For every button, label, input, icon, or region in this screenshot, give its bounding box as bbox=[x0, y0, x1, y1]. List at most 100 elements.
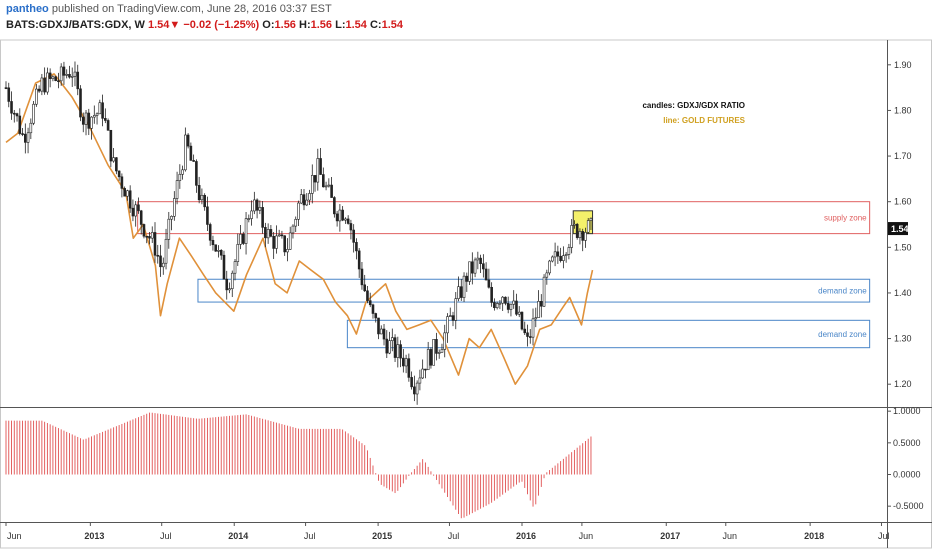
candle bbox=[548, 259, 551, 276]
candle bbox=[192, 154, 195, 162]
candle-body bbox=[377, 317, 380, 335]
candle bbox=[374, 312, 378, 323]
candle bbox=[493, 298, 496, 311]
candle bbox=[534, 307, 538, 328]
candle bbox=[589, 217, 593, 230]
candles-layer bbox=[4, 61, 593, 405]
candle-body bbox=[368, 300, 372, 306]
candle bbox=[424, 368, 427, 379]
candle bbox=[344, 217, 347, 224]
candle-body bbox=[81, 116, 85, 125]
candle bbox=[109, 129, 113, 168]
candle-body bbox=[396, 344, 400, 358]
candle-body bbox=[357, 250, 361, 270]
candle bbox=[241, 231, 245, 246]
candle-body bbox=[12, 112, 16, 115]
candle-body bbox=[534, 317, 538, 320]
candle-body bbox=[526, 332, 529, 337]
candle bbox=[586, 218, 590, 234]
candle bbox=[366, 286, 369, 304]
price-tick-label: 1.70 bbox=[894, 151, 912, 161]
candle bbox=[18, 108, 22, 136]
candle bbox=[410, 371, 413, 390]
candle-body bbox=[562, 255, 565, 261]
candle bbox=[115, 157, 118, 175]
candle-body bbox=[197, 185, 201, 201]
candle bbox=[404, 354, 408, 374]
candle bbox=[393, 334, 397, 362]
candle bbox=[153, 222, 157, 263]
candle-body bbox=[167, 218, 171, 240]
candle-body bbox=[51, 76, 55, 79]
candle-body bbox=[109, 129, 113, 162]
candle-body bbox=[161, 262, 165, 268]
candle bbox=[308, 189, 311, 206]
candle bbox=[76, 64, 80, 96]
candle bbox=[87, 108, 91, 136]
candle bbox=[15, 112, 19, 122]
ohlc-high-label: H: bbox=[299, 19, 311, 31]
time-tick-label: Jun bbox=[7, 531, 22, 541]
candle-body bbox=[493, 302, 496, 309]
candle-body bbox=[95, 113, 99, 116]
candle bbox=[338, 204, 342, 232]
candle-body bbox=[214, 244, 218, 252]
candle bbox=[457, 276, 460, 302]
candle-body bbox=[360, 268, 364, 286]
candle-body bbox=[374, 313, 378, 319]
candle bbox=[551, 255, 554, 263]
candle-body bbox=[490, 286, 493, 303]
candle-body bbox=[43, 77, 46, 93]
candle-body bbox=[225, 278, 229, 291]
zone-supply-0 bbox=[137, 201, 871, 235]
candle-body bbox=[484, 268, 488, 281]
ohlc-close-value: 1.54 bbox=[381, 19, 403, 31]
candle-body bbox=[448, 315, 452, 317]
candle-body bbox=[277, 234, 281, 237]
candle bbox=[322, 167, 325, 188]
candle-body bbox=[255, 199, 259, 211]
candle-body bbox=[73, 71, 77, 77]
candle bbox=[189, 142, 193, 161]
candle-body bbox=[208, 224, 212, 241]
author-name[interactable]: pantheo bbox=[6, 3, 49, 15]
candle-body bbox=[410, 377, 413, 388]
legend-line-name: GOLD FUTURES bbox=[682, 116, 746, 125]
candle-body bbox=[346, 218, 350, 224]
candle bbox=[106, 118, 110, 131]
candle bbox=[48, 68, 52, 88]
candle-body bbox=[418, 377, 422, 384]
candle bbox=[269, 225, 273, 238]
candle bbox=[504, 296, 507, 306]
candle bbox=[255, 198, 259, 219]
candle-body bbox=[366, 290, 369, 301]
candle-body bbox=[145, 235, 149, 238]
candle bbox=[208, 222, 212, 246]
candle bbox=[355, 238, 358, 260]
candle bbox=[487, 268, 491, 289]
candle-body bbox=[465, 275, 469, 282]
candle-body bbox=[21, 133, 24, 135]
candle bbox=[446, 313, 449, 343]
candle-body bbox=[244, 218, 248, 244]
candle bbox=[197, 176, 201, 204]
candle-body bbox=[426, 349, 430, 371]
zone-demand-2 bbox=[346, 319, 871, 349]
candle-body bbox=[573, 223, 576, 226]
candle-body bbox=[189, 145, 193, 161]
oscillator-tick-label: 0.0000 bbox=[893, 470, 921, 480]
candle-body bbox=[545, 272, 549, 278]
candle-body bbox=[308, 193, 311, 201]
last-price: 1.54 bbox=[148, 19, 170, 31]
candle bbox=[219, 249, 223, 260]
candle-body bbox=[437, 352, 441, 354]
candle-body bbox=[363, 284, 367, 292]
candle bbox=[570, 219, 573, 254]
candle bbox=[523, 321, 527, 336]
candle bbox=[509, 303, 513, 317]
candle-body bbox=[54, 76, 57, 81]
candle-body bbox=[57, 80, 60, 82]
candle bbox=[266, 223, 270, 244]
candle bbox=[426, 341, 430, 371]
